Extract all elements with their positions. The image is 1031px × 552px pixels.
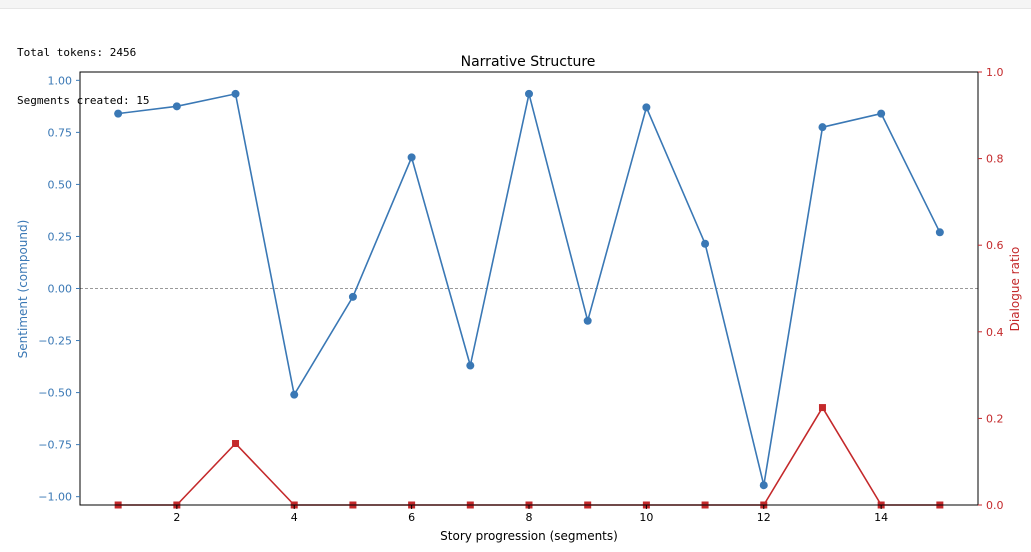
console-output: Total tokens: 2456 Segments created: 15 — [17, 13, 149, 125]
sentiment-point — [701, 239, 710, 248]
sentiment-point — [759, 481, 768, 490]
sentiment-point — [642, 103, 651, 112]
y-left-tick-label: −0.50 — [38, 387, 72, 400]
sentiment-point — [348, 292, 357, 301]
console-line-total-tokens: Total tokens: 2456 — [17, 46, 137, 59]
y-left-tick-label: 0.75 — [48, 126, 73, 139]
y-axis-right-label: Dialogue ratio — [1008, 247, 1022, 332]
y-right-tick-label: 0.2 — [986, 412, 1004, 425]
x-tick-label: 8 — [526, 511, 533, 524]
y-left-tick-label: −0.75 — [38, 439, 72, 452]
sentiment-point — [114, 109, 123, 118]
x-axis: 2 4 6 8 10 12 14 — [173, 505, 888, 524]
y-left-tick-label: 1.00 — [48, 74, 73, 87]
sentiment-point — [290, 390, 299, 399]
x-tick-label: 4 — [291, 511, 298, 524]
sentiment-point — [818, 123, 827, 132]
x-tick-label: 2 — [173, 511, 180, 524]
dialogue-point — [818, 404, 826, 412]
sentiment-point — [877, 109, 886, 118]
console-line-segments-created: Segments created: 15 — [17, 94, 150, 107]
y-left-tick-label: 0.50 — [48, 178, 73, 191]
y-right-tick-label: 0.4 — [986, 326, 1004, 339]
y-axis-right: 0.0 0.2 0.4 0.6 0.8 1.0 — [978, 66, 1004, 512]
y-axis-left-label: Sentiment (compound) — [16, 220, 30, 359]
x-axis-label: Story progression (segments) — [440, 529, 618, 543]
dialogue-series-line — [118, 406, 940, 506]
chart-title: Narrative Structure — [461, 54, 596, 70]
y-left-tick-label: 0.25 — [48, 230, 73, 243]
y-right-tick-label: 0.0 — [986, 499, 1004, 512]
x-tick-label: 10 — [639, 511, 653, 524]
sentiment-point — [231, 89, 240, 98]
sentiment-point — [583, 316, 592, 325]
dialogue-point — [232, 440, 240, 448]
y-left-tick-label: 0.00 — [48, 283, 73, 296]
y-left-tick-label: −0.25 — [38, 335, 72, 348]
sentiment-point — [407, 153, 416, 162]
y-right-tick-label: 1.0 — [986, 66, 1004, 79]
x-tick-label: 6 — [408, 511, 415, 524]
sentiment-point — [935, 228, 944, 237]
sentiment-point — [525, 89, 533, 98]
output-header-bar — [0, 0, 1031, 9]
y-right-tick-label: 0.6 — [986, 239, 1004, 252]
x-tick-label: 12 — [757, 511, 771, 524]
y-right-tick-label: 0.8 — [986, 153, 1004, 166]
series-layer — [114, 89, 944, 509]
sentiment-point — [466, 361, 475, 370]
plot-area-frame — [79, 71, 979, 506]
sentiment-series-line — [118, 92, 941, 486]
x-tick-label: 14 — [874, 511, 888, 524]
sentiment-point — [172, 102, 181, 111]
y-axis-left: 1.00 0.75 0.50 0.25 0.00 −0.25 −0.50 −0.75 −1.00 — [38, 74, 80, 504]
y-left-tick-label: −1.00 — [38, 491, 72, 504]
